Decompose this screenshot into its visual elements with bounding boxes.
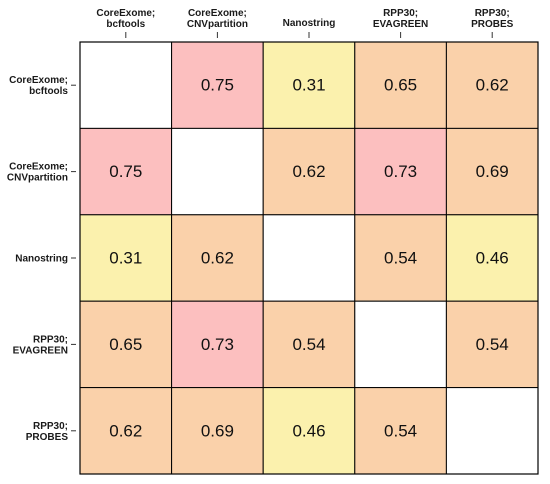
heatmap-cell-3-2 — [262, 300, 356, 389]
heatmap-cell-1-3 — [354, 127, 447, 216]
cell-value-4-3: 0.54 — [384, 421, 417, 440]
heatmap-cell-0-0 — [79, 41, 173, 129]
cell-value-1-0: 0.75 — [109, 162, 142, 181]
cell-value-2-0: 0.31 — [109, 249, 142, 268]
row-label-3: RPP30; EVAGREEN — [13, 334, 68, 356]
heatmap-cell-3-0 — [79, 300, 173, 389]
column-label-2: Nanostring — [283, 18, 336, 29]
heatmap-cell-1-2 — [262, 127, 356, 216]
cell-value-1-3: 0.73 — [384, 162, 417, 181]
cell-value-3-1: 0.73 — [201, 335, 234, 354]
heatmap-cell-1-1 — [171, 127, 264, 216]
column-label-4: RPP30; PROBES — [471, 8, 514, 30]
heatmap-cell-0-4 — [445, 41, 539, 129]
heatmap-cell-2-2 — [262, 214, 356, 302]
heatmap-cell-4-2 — [262, 387, 356, 475]
heatmap-cell-4-4 — [445, 387, 539, 475]
cell-value-2-1: 0.62 — [201, 249, 234, 268]
heatmap-cell-0-2 — [262, 41, 356, 129]
cell-value-4-2: 0.46 — [292, 421, 325, 440]
heatmap-cell-4-1 — [171, 387, 264, 475]
cell-value-3-4: 0.54 — [476, 335, 509, 354]
row-label-2: Nanostring — [15, 254, 68, 265]
column-label-1: CoreExome; CNVpartition — [187, 8, 248, 30]
heatmap-cells — [79, 41, 539, 475]
heatmap-cell-2-0 — [79, 214, 173, 302]
row-label-4: RPP30; PROBES — [26, 421, 69, 443]
heatmap-cell-3-3 — [354, 300, 447, 389]
cell-value-1-4: 0.69 — [476, 162, 509, 181]
cell-value-2-3: 0.54 — [384, 249, 417, 268]
heatmap-cell-2-3 — [354, 214, 447, 302]
heatmap-cell-2-4 — [445, 214, 539, 302]
cell-values: 0.75 0.31 0.65 0.62 0.75 0.62 0.73 0.69 0.31 0.62… — [109, 76, 508, 441]
cell-value-4-1: 0.69 — [201, 421, 234, 440]
heatmap-cell-1-4 — [445, 127, 539, 216]
cell-value-2-4: 0.46 — [476, 249, 509, 268]
heatmap-cell-2-1 — [171, 214, 264, 302]
heatmap-cell-3-1 — [171, 300, 264, 389]
heatmap-cell-4-3 — [354, 387, 447, 475]
cell-value-1-2: 0.62 — [292, 162, 325, 181]
cell-value-3-0: 0.65 — [109, 335, 142, 354]
heatmap-cell-3-4 — [445, 300, 539, 389]
column-label-0: CoreExome; bcftools — [96, 8, 155, 30]
row-label-0: CoreExome; bcftools — [9, 75, 68, 97]
cell-value-4-0: 0.62 — [109, 421, 142, 440]
column-label-3: RPP30; EVAGREEN — [373, 8, 428, 30]
plot-frame — [79, 41, 539, 475]
cell-value-0-4: 0.62 — [476, 76, 509, 95]
cell-value-0-2: 0.31 — [292, 76, 325, 95]
cell-value-3-2: 0.54 — [292, 335, 325, 354]
cell-value-0-3: 0.65 — [384, 76, 417, 95]
column-labels: CoreExome; bcftools CoreExome; CNVpartition… — [96, 8, 514, 38]
cell-value-0-1: 0.75 — [201, 76, 234, 95]
row-label-1: CoreExome; CNVpartition — [7, 162, 68, 184]
row-labels: CoreExome; bcftools CoreExome; CNVpartition… — [7, 75, 76, 443]
